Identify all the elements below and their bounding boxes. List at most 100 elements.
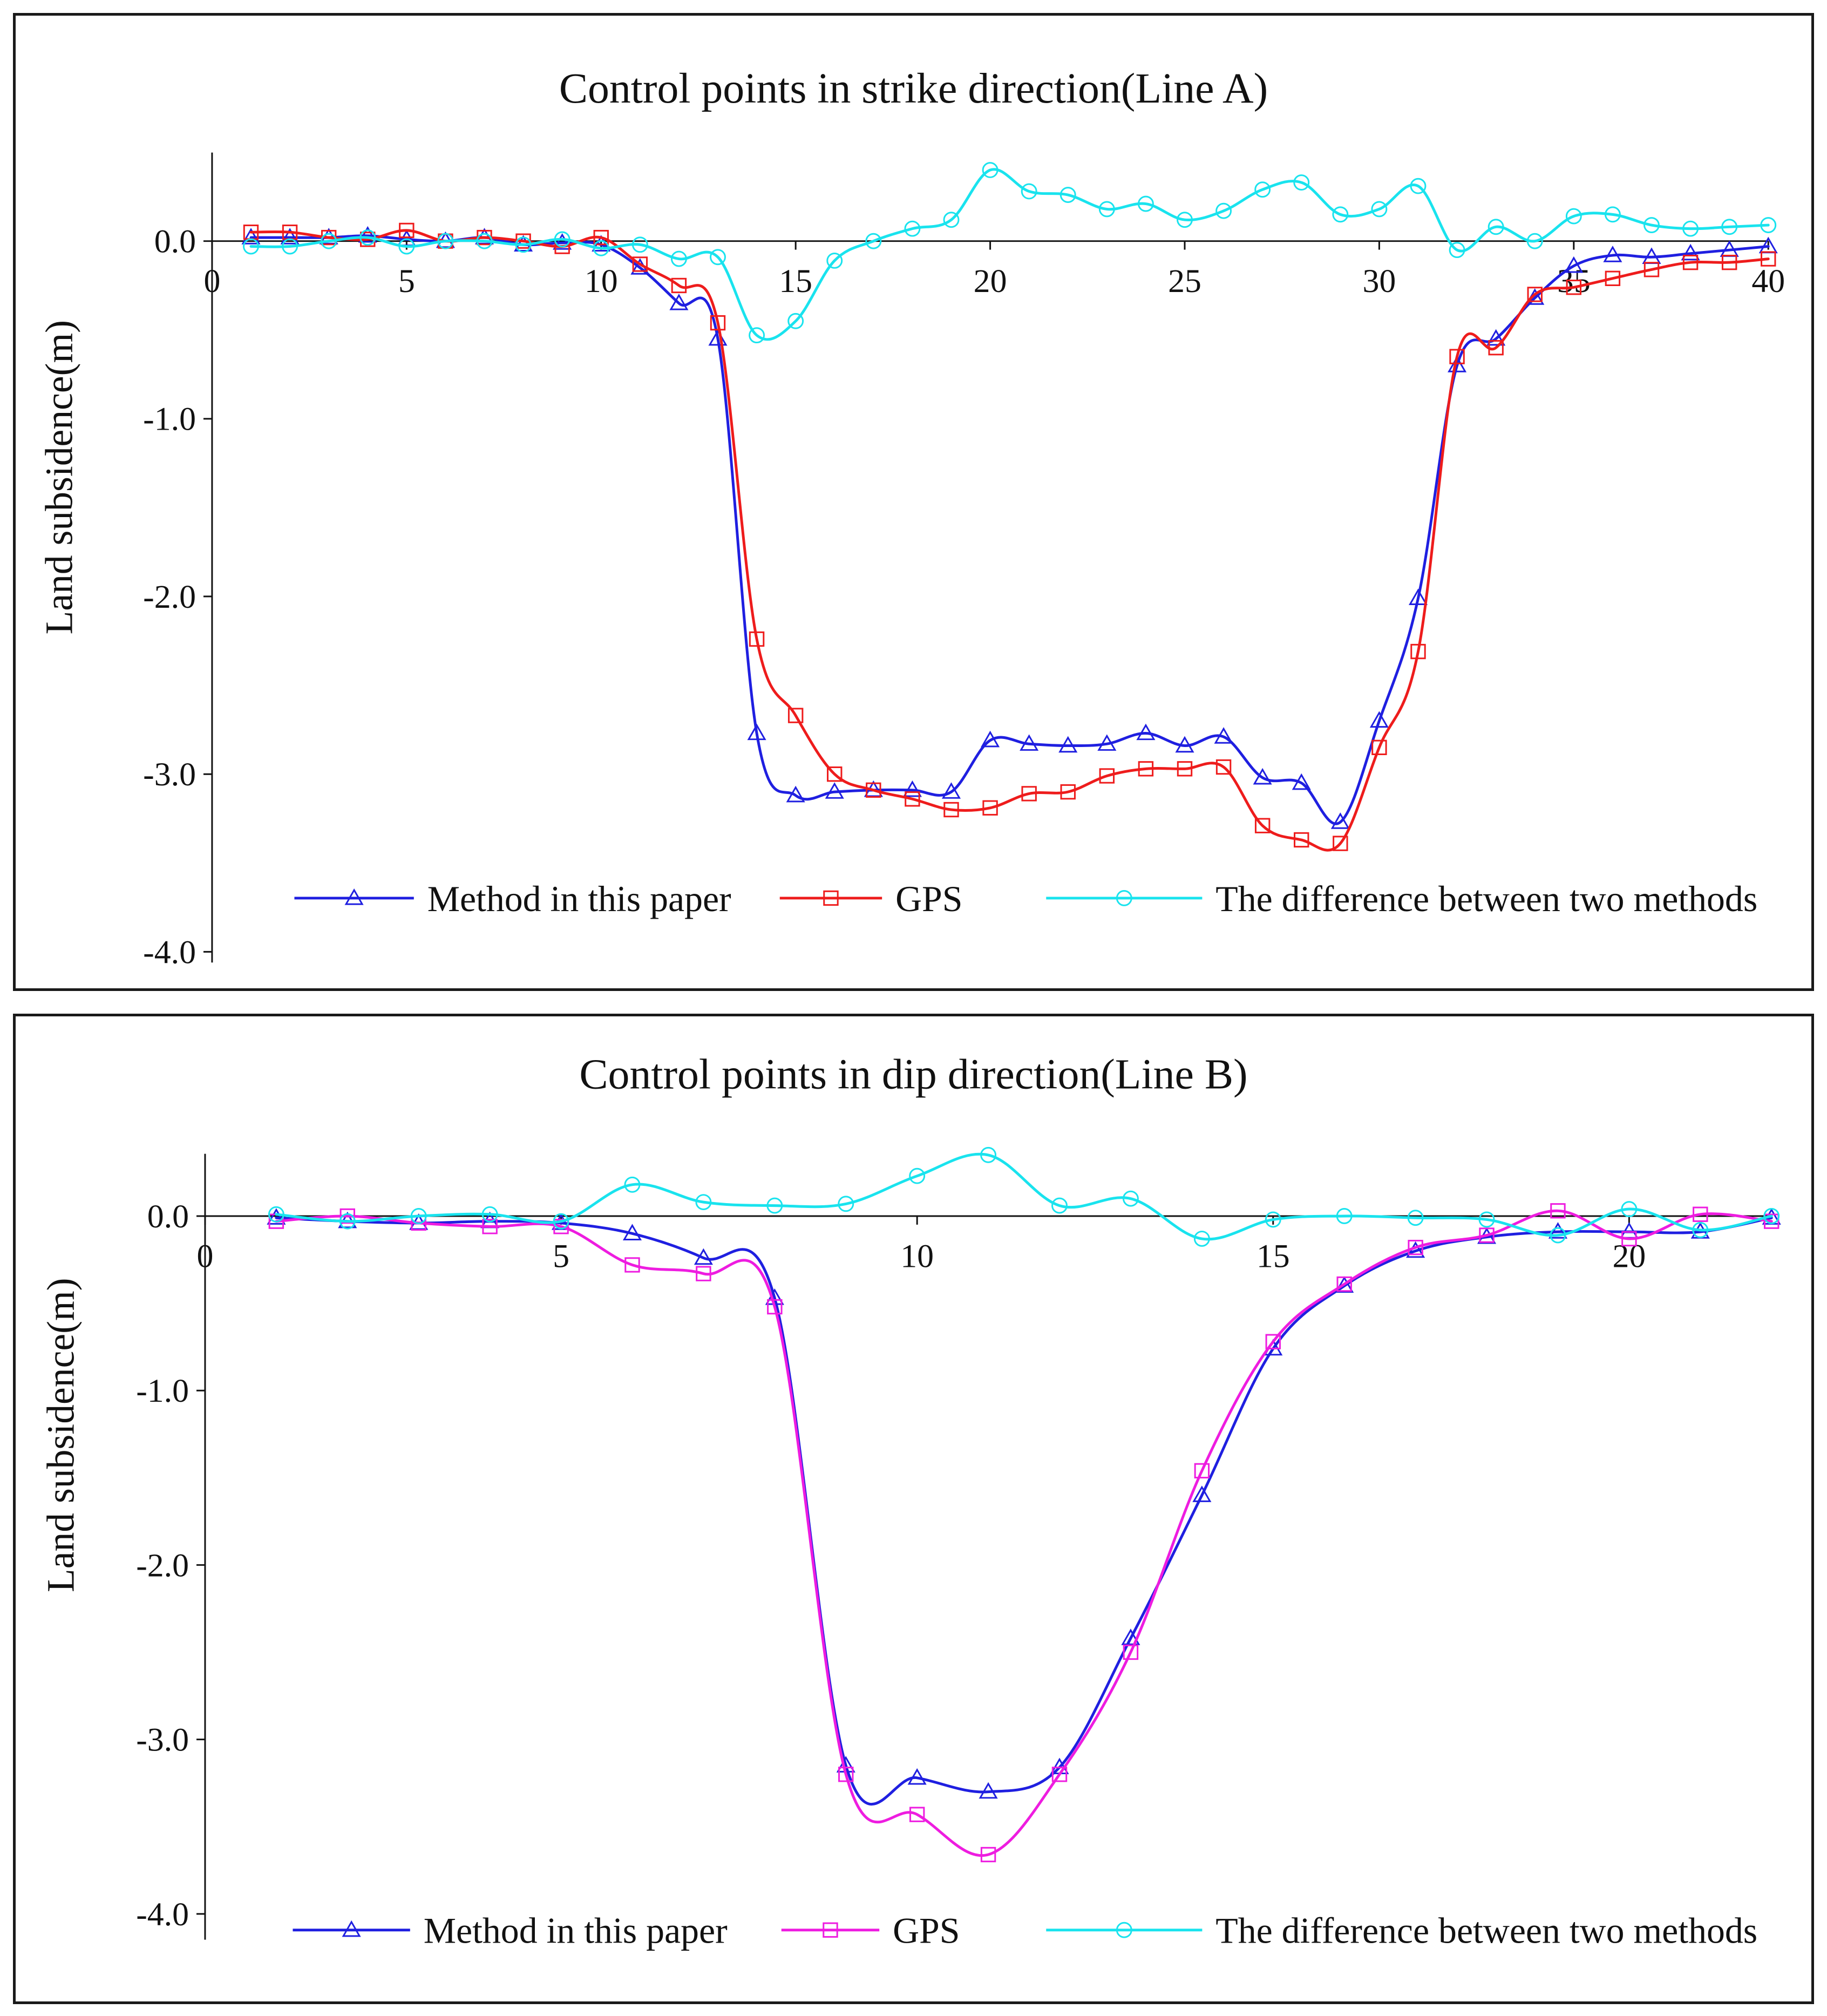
data-point: [282, 238, 298, 255]
data-point: [1097, 734, 1117, 751]
x-tick-label: 20: [1612, 1238, 1646, 1275]
y-axis-label: Land subsidence(m): [39, 1278, 83, 1592]
data-point: [747, 723, 766, 741]
data-point: [622, 1224, 642, 1240]
data-point: [749, 327, 765, 344]
data-point: [1214, 727, 1233, 744]
series-1: [243, 222, 1776, 852]
legend-swatch-marker: [1116, 890, 1132, 906]
data-point: [1136, 723, 1156, 741]
data-point: [1449, 349, 1465, 364]
data-point: [749, 631, 765, 647]
data-point: [1550, 1203, 1566, 1219]
data-point: [1682, 255, 1699, 270]
data-point: [1478, 1211, 1495, 1228]
legend-swatch-marker: [823, 1922, 838, 1938]
data-point: [1371, 739, 1387, 755]
data-point: [280, 228, 300, 245]
x-tick-label: 40: [1751, 263, 1785, 300]
data-point: [1336, 1276, 1352, 1292]
data-point: [1293, 174, 1310, 191]
x-tick-label: 30: [1363, 263, 1396, 300]
x-tick-label: 5: [553, 1238, 569, 1275]
data-point: [902, 780, 922, 797]
data-point: [1603, 246, 1622, 262]
data-point: [827, 766, 843, 782]
data-point: [1410, 643, 1426, 660]
data-point: [1021, 786, 1037, 802]
data-point: [904, 220, 921, 237]
data-point: [398, 238, 415, 255]
data-point: [1333, 836, 1348, 851]
data-point: [1605, 270, 1621, 286]
data-point: [1760, 217, 1777, 233]
data-point: [1693, 1206, 1708, 1222]
data-point: [631, 236, 648, 253]
chart-title: Control points in dip direction(Line B): [579, 1050, 1247, 1098]
data-point: [1051, 1767, 1068, 1782]
data-point: [826, 252, 843, 269]
data-point: [482, 1219, 498, 1234]
x-tick-label: 5: [398, 263, 415, 300]
series-line: [249, 234, 1770, 825]
legend-item: Method in this paper: [293, 1911, 728, 1951]
data-point: [1177, 761, 1193, 777]
x-tick-label: 0: [196, 1238, 213, 1275]
data-point: [267, 1208, 286, 1225]
data-point: [1330, 812, 1350, 829]
data-point: [1621, 1201, 1638, 1217]
data-point: [1371, 201, 1388, 218]
data-point: [1215, 202, 1232, 219]
data-point: [1021, 183, 1037, 200]
data-point: [1681, 243, 1700, 261]
data-point: [909, 1807, 925, 1822]
data-point: [825, 782, 844, 799]
data-point: [624, 1176, 641, 1193]
data-point: [624, 1257, 640, 1273]
legend-label: Method in this paper: [427, 879, 731, 919]
x-tick-label: 15: [779, 263, 812, 300]
data-point: [593, 240, 609, 256]
data-point: [243, 238, 259, 255]
data-point: [339, 1213, 356, 1230]
data-point: [1059, 187, 1076, 203]
data-point: [358, 226, 377, 243]
data-point: [1192, 1485, 1212, 1502]
data-point: [694, 1248, 713, 1265]
data-point: [980, 1146, 997, 1163]
data-point: [1548, 1222, 1567, 1239]
data-point: [1215, 759, 1232, 775]
data-point: [1332, 206, 1349, 223]
data-point: [671, 277, 687, 294]
data-point: [359, 229, 376, 246]
data-point: [1137, 195, 1154, 212]
data-point: [865, 233, 882, 249]
data-point: [1051, 1197, 1068, 1214]
data-point: [941, 782, 961, 799]
data-point: [767, 1299, 783, 1315]
data-point: [1265, 1334, 1281, 1349]
data-point: [632, 256, 648, 272]
data-point: [786, 785, 805, 803]
y-tick-label: -3.0: [143, 756, 196, 793]
data-point: [437, 233, 454, 249]
data-point: [1138, 761, 1154, 777]
data-point: [1060, 784, 1076, 800]
data-point: [1643, 262, 1660, 277]
data-point: [1643, 217, 1660, 233]
data-point: [710, 315, 726, 331]
legend-item: The difference between two methods: [1046, 879, 1757, 919]
data-point: [321, 233, 337, 249]
data-point: [593, 229, 609, 246]
data-point: [1098, 201, 1115, 218]
y-tick-label: -4.0: [136, 1896, 189, 1933]
data-point: [1253, 768, 1272, 785]
series-2: [268, 1146, 1780, 1247]
y-tick-label: 0.0: [154, 223, 196, 260]
legend-item: GPS: [779, 879, 962, 919]
data-point: [670, 250, 687, 267]
data-point: [979, 1782, 998, 1799]
x-tick-label: 10: [585, 263, 618, 300]
data-point: [982, 162, 999, 178]
data-point: [481, 1206, 498, 1223]
